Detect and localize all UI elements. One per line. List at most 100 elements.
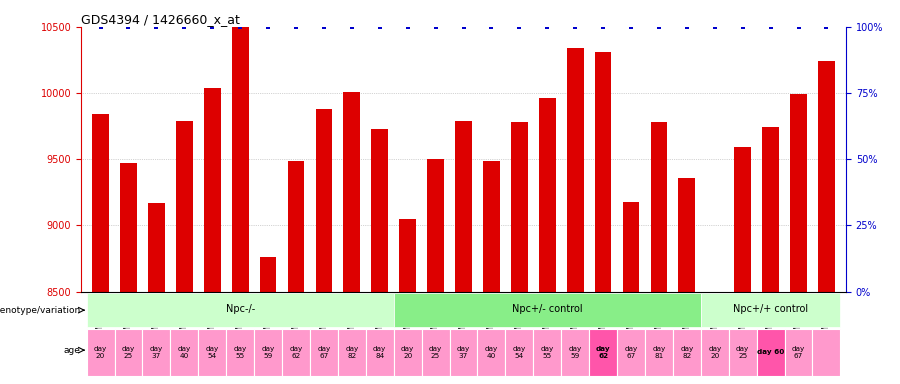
Text: day
37: day 37 xyxy=(457,346,470,359)
Bar xyxy=(428,159,444,384)
Bar xyxy=(232,0,248,384)
FancyBboxPatch shape xyxy=(114,329,142,376)
Text: day
67: day 67 xyxy=(318,346,330,359)
Text: day
82: day 82 xyxy=(346,346,358,359)
Text: day
59: day 59 xyxy=(569,346,581,359)
FancyBboxPatch shape xyxy=(393,293,701,327)
Text: day
55: day 55 xyxy=(541,346,554,359)
FancyBboxPatch shape xyxy=(170,329,198,376)
Bar xyxy=(260,257,276,384)
Point xyxy=(345,24,359,30)
Bar xyxy=(148,203,165,384)
FancyBboxPatch shape xyxy=(310,329,338,376)
Point xyxy=(456,24,471,30)
Text: Npc+/- control: Npc+/- control xyxy=(512,305,582,314)
Text: day
62: day 62 xyxy=(290,346,302,359)
Point xyxy=(205,24,220,30)
FancyBboxPatch shape xyxy=(617,329,645,376)
FancyBboxPatch shape xyxy=(254,329,282,376)
Point xyxy=(568,24,582,30)
Text: day
84: day 84 xyxy=(374,346,386,359)
Text: day
54: day 54 xyxy=(513,346,526,359)
Point xyxy=(707,24,722,30)
Bar xyxy=(567,48,583,384)
FancyBboxPatch shape xyxy=(729,329,757,376)
Bar xyxy=(762,127,779,384)
FancyBboxPatch shape xyxy=(226,329,254,376)
Text: genotype/variation: genotype/variation xyxy=(0,306,80,314)
Text: day 60: day 60 xyxy=(757,349,784,356)
FancyBboxPatch shape xyxy=(421,329,449,376)
Text: day
54: day 54 xyxy=(205,346,219,359)
Text: day
81: day 81 xyxy=(652,346,666,359)
Point xyxy=(149,24,164,30)
FancyBboxPatch shape xyxy=(142,329,170,376)
Bar xyxy=(288,161,304,384)
Point xyxy=(596,24,610,30)
Text: day
37: day 37 xyxy=(149,346,163,359)
Point xyxy=(484,24,499,30)
FancyBboxPatch shape xyxy=(813,329,841,376)
Bar xyxy=(734,147,752,384)
Bar xyxy=(372,129,388,384)
Text: day
67: day 67 xyxy=(792,346,806,359)
Text: day
55: day 55 xyxy=(233,346,247,359)
Bar xyxy=(539,98,555,384)
FancyBboxPatch shape xyxy=(701,293,841,327)
Point xyxy=(791,24,806,30)
FancyBboxPatch shape xyxy=(449,329,478,376)
FancyBboxPatch shape xyxy=(86,329,114,376)
FancyBboxPatch shape xyxy=(757,329,785,376)
FancyBboxPatch shape xyxy=(198,329,226,376)
Point xyxy=(400,24,415,30)
FancyBboxPatch shape xyxy=(701,329,729,376)
Text: day
25: day 25 xyxy=(122,346,135,359)
Bar xyxy=(120,163,137,384)
Point xyxy=(233,24,248,30)
Bar xyxy=(511,122,527,384)
FancyBboxPatch shape xyxy=(506,329,534,376)
Bar xyxy=(679,178,695,384)
Text: day
20: day 20 xyxy=(94,346,107,359)
Text: day
40: day 40 xyxy=(485,346,498,359)
FancyBboxPatch shape xyxy=(534,329,562,376)
Bar xyxy=(203,88,220,384)
Text: age: age xyxy=(64,346,80,354)
Bar xyxy=(483,161,500,384)
Bar xyxy=(92,114,109,384)
Text: GDS4394 / 1426660_x_at: GDS4394 / 1426660_x_at xyxy=(81,13,240,26)
FancyBboxPatch shape xyxy=(562,329,590,376)
Text: day
62: day 62 xyxy=(596,346,610,359)
Text: day
20: day 20 xyxy=(708,346,722,359)
Point xyxy=(428,24,443,30)
Bar xyxy=(344,92,360,384)
Text: day
25: day 25 xyxy=(736,346,750,359)
Bar xyxy=(455,121,472,384)
Point xyxy=(177,24,192,30)
Point xyxy=(289,24,303,30)
Text: day
82: day 82 xyxy=(680,346,694,359)
Bar xyxy=(651,122,667,384)
Text: day
67: day 67 xyxy=(625,346,637,359)
Point xyxy=(540,24,554,30)
Point xyxy=(373,24,387,30)
Point xyxy=(680,24,694,30)
Bar xyxy=(623,202,639,384)
Point xyxy=(94,24,108,30)
FancyBboxPatch shape xyxy=(393,329,421,376)
Bar xyxy=(176,121,193,384)
Point xyxy=(652,24,666,30)
Point xyxy=(819,24,833,30)
Text: day
20: day 20 xyxy=(401,346,414,359)
FancyBboxPatch shape xyxy=(673,329,701,376)
Point xyxy=(317,24,331,30)
Point xyxy=(261,24,275,30)
Text: day
25: day 25 xyxy=(429,346,442,359)
FancyBboxPatch shape xyxy=(645,329,673,376)
Bar xyxy=(400,219,416,384)
Point xyxy=(763,24,778,30)
Text: Npc+/+ control: Npc+/+ control xyxy=(734,305,808,314)
Point xyxy=(624,24,638,30)
FancyBboxPatch shape xyxy=(338,329,365,376)
FancyBboxPatch shape xyxy=(282,329,310,376)
